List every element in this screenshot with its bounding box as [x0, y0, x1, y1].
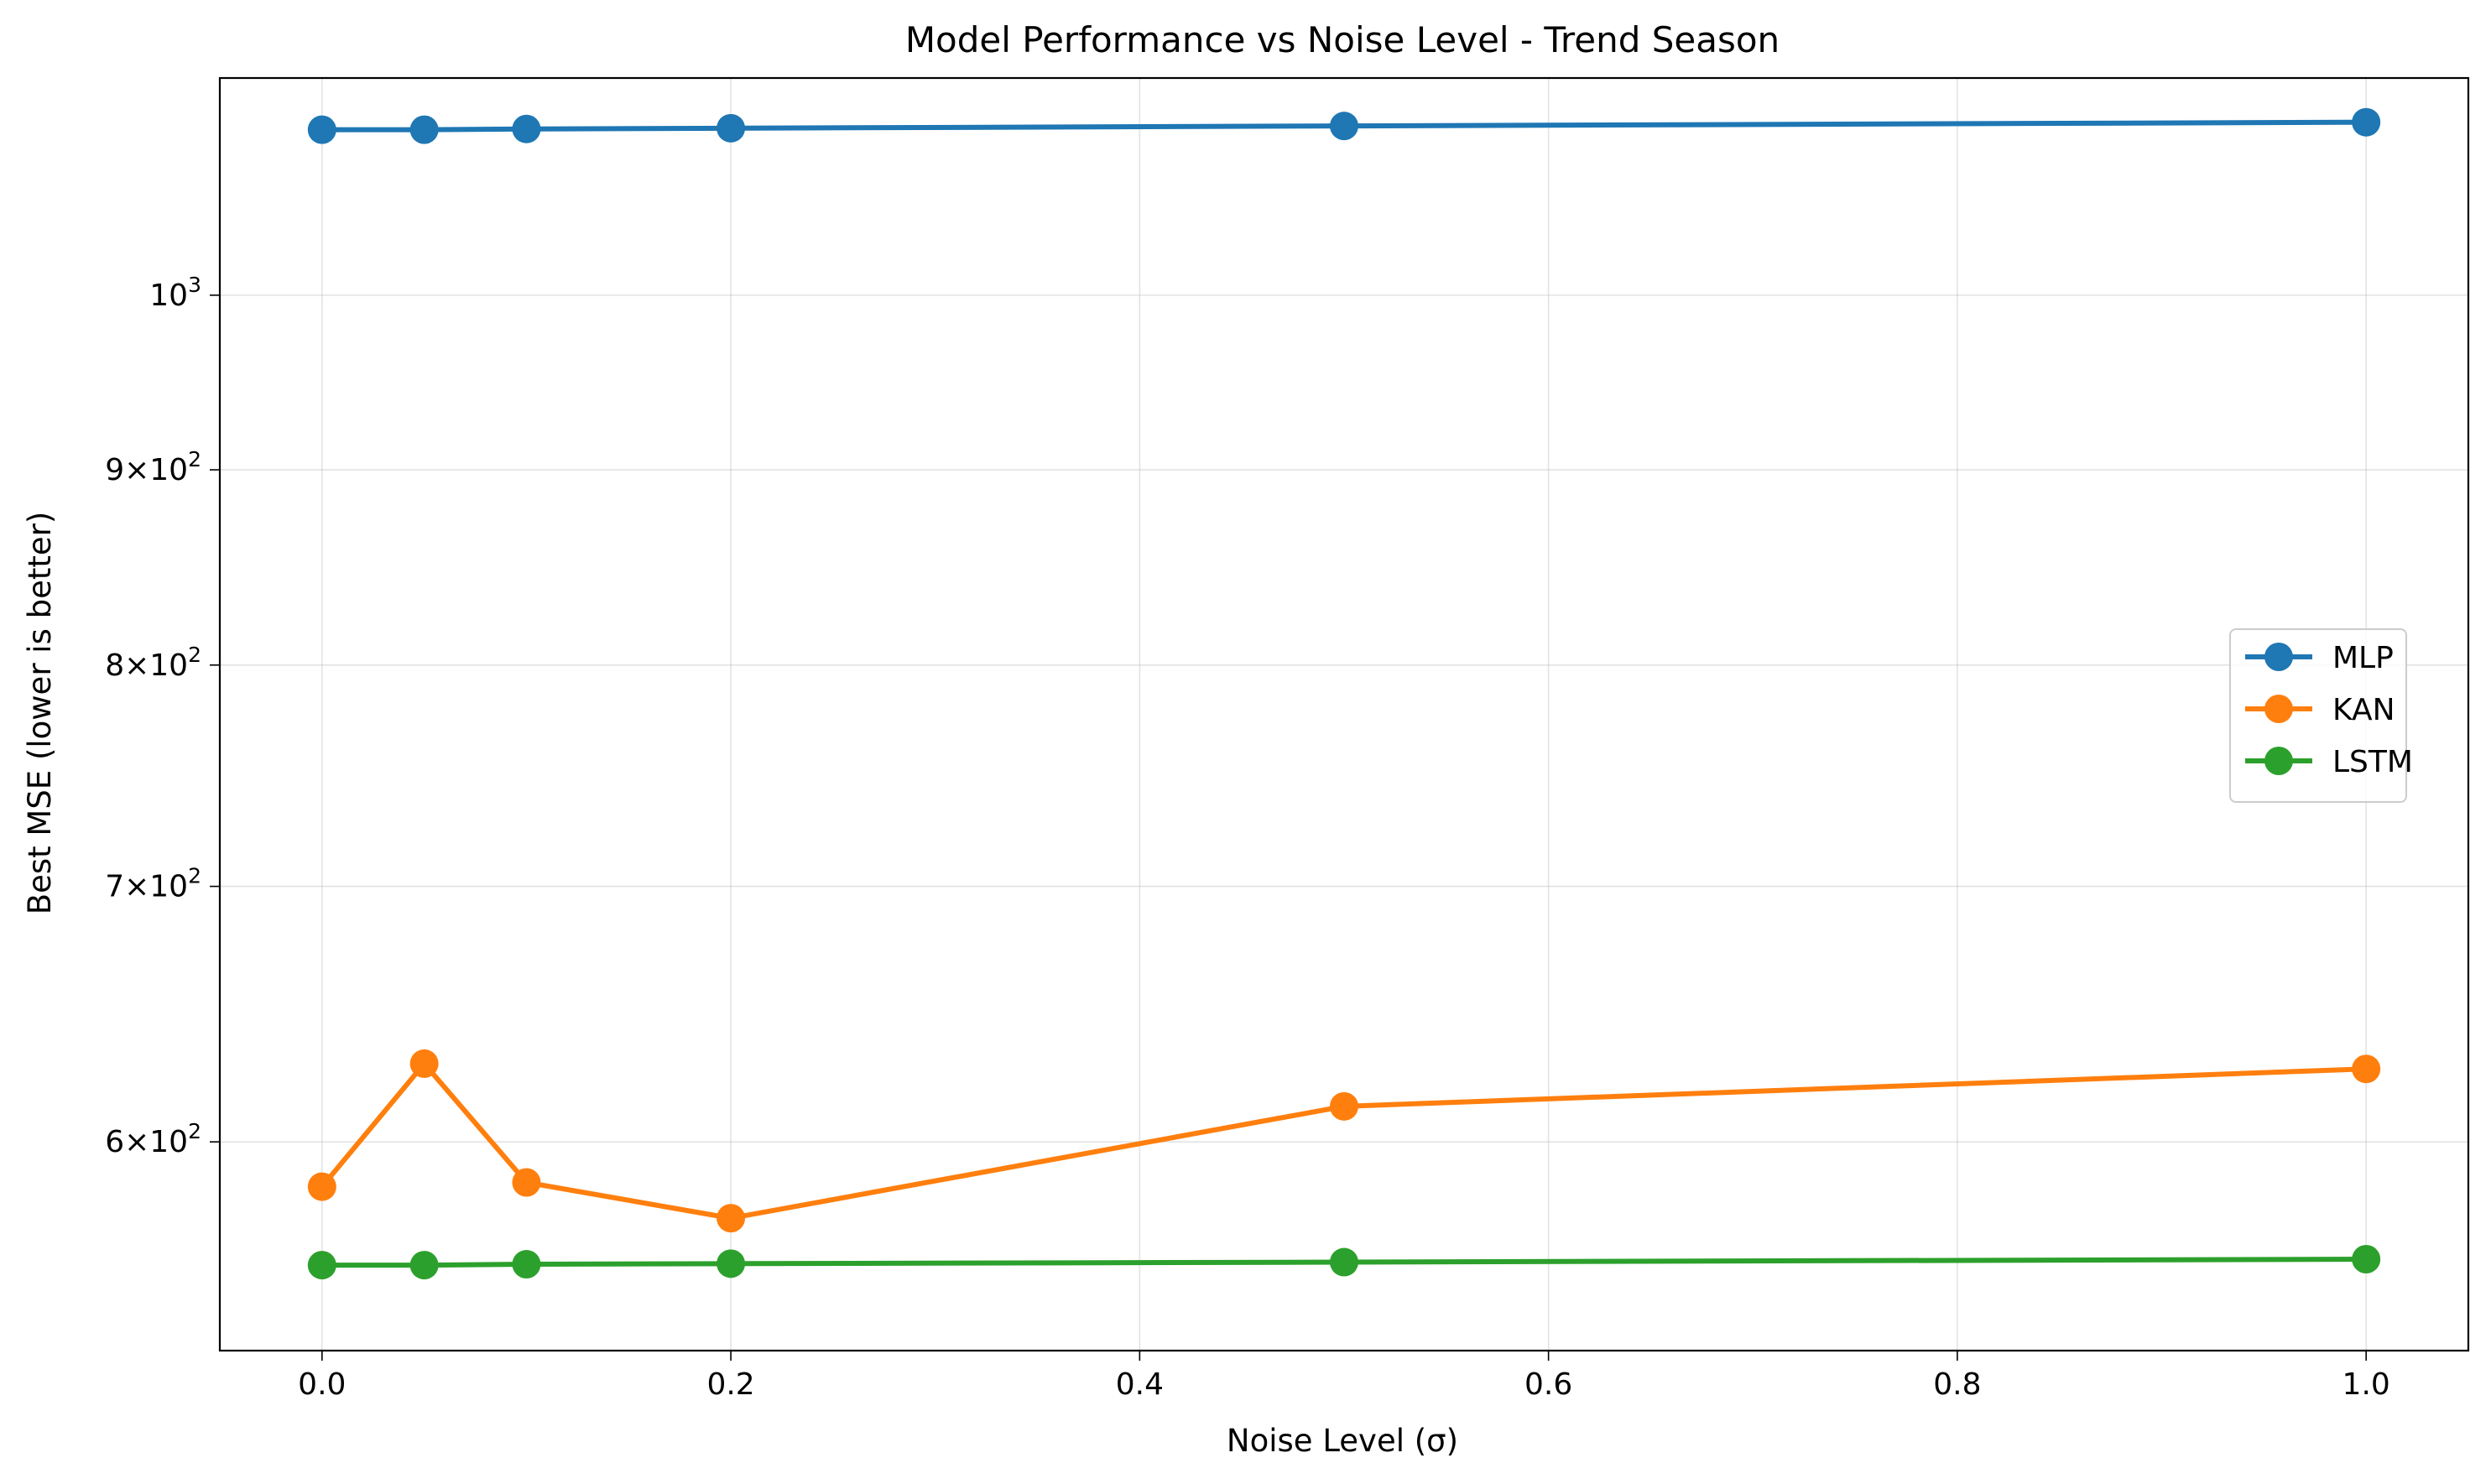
y-tick-exponent: 2	[188, 643, 201, 667]
y-tick-times: ×	[124, 453, 149, 487]
x-tick-label: 0.6	[1524, 1367, 1572, 1402]
legend-marker-mlp	[2264, 643, 2293, 671]
data-point-mlp	[409, 115, 439, 144]
y-tick-base: 10	[149, 453, 188, 487]
y-tick-base: 10	[149, 648, 188, 683]
legend-label-mlp: MLP	[2332, 641, 2394, 675]
legend-marker-kan	[2264, 695, 2293, 723]
x-tick-label: 0.0	[298, 1367, 346, 1402]
y-tick-label: 9×102	[105, 447, 201, 487]
series-line-mlp	[319, 119, 2369, 133]
y-tick-base: 10	[149, 279, 188, 313]
y-tick-mantissa: 8	[105, 648, 124, 683]
plot-frame	[218, 76, 2470, 1352]
legend-label-kan: KAN	[2332, 693, 2395, 727]
y-tick-label: 103	[149, 273, 201, 313]
y-tick-times: ×	[124, 1125, 149, 1159]
y-tick-mantissa: 7	[105, 870, 124, 904]
series-line-kan	[319, 1060, 2369, 1221]
data-point-lstm	[2352, 1245, 2381, 1274]
chart-title: Model Performance vs Noise Level - Trend…	[905, 19, 1780, 60]
data-point-kan	[512, 1168, 541, 1197]
y-tick-exponent: 2	[188, 864, 201, 888]
data-point-kan	[409, 1049, 439, 1078]
x-tick-label: 0.2	[706, 1367, 754, 1402]
data-point-kan	[307, 1172, 336, 1201]
y-tick-exponent: 2	[188, 1119, 201, 1143]
y-tick-exponent: 3	[188, 273, 201, 297]
data-point-mlp	[717, 113, 746, 143]
x-axis-label: Noise Level (σ)	[1227, 1423, 1458, 1459]
data-point-lstm	[307, 1251, 336, 1280]
data-point-kan	[1330, 1091, 1358, 1121]
legend-marker-lstm	[2264, 747, 2293, 775]
data-point-kan	[2352, 1054, 2381, 1084]
legend: MLP KAN LSTM	[2229, 628, 2413, 803]
y-tick-times: ×	[124, 648, 149, 683]
y-tick-label: 6×102	[105, 1119, 201, 1159]
series-layer	[307, 107, 2381, 1280]
legend-label-lstm: LSTM	[2332, 745, 2413, 779]
data-point-lstm	[409, 1251, 439, 1280]
series-line-lstm	[319, 1257, 2369, 1268]
data-point-mlp	[512, 114, 541, 143]
y-tick-label: 8×102	[105, 643, 201, 683]
data-point-lstm	[1330, 1247, 1358, 1277]
y-tick-label: 7×102	[105, 864, 201, 904]
y-tick-times: ×	[124, 870, 149, 904]
x-tick-label: 1.0	[2342, 1367, 2390, 1402]
y-tick-base: 10	[149, 1125, 188, 1159]
data-point-mlp	[1330, 112, 1358, 141]
data-point-mlp	[307, 115, 336, 144]
tick-layer: 0.0 0.2 0.4 0.6 0.8 1.06×1027×1028×1029×10210…	[105, 273, 2390, 1402]
x-tick-label: 0.8	[1933, 1367, 1981, 1402]
data-point-kan	[717, 1204, 746, 1233]
x-tick-label: 0.4	[1116, 1367, 1164, 1402]
y-axis-label: Best MSE (lower is better)	[22, 512, 58, 915]
data-point-mlp	[2352, 107, 2381, 137]
y-tick-mantissa: 6	[105, 1125, 124, 1159]
y-tick-mantissa: 9	[105, 453, 124, 487]
data-point-lstm	[512, 1250, 541, 1279]
y-tick-exponent: 2	[188, 447, 201, 471]
y-tick-base: 10	[149, 870, 188, 904]
data-point-lstm	[717, 1249, 746, 1278]
grid-layer	[220, 78, 2468, 1351]
